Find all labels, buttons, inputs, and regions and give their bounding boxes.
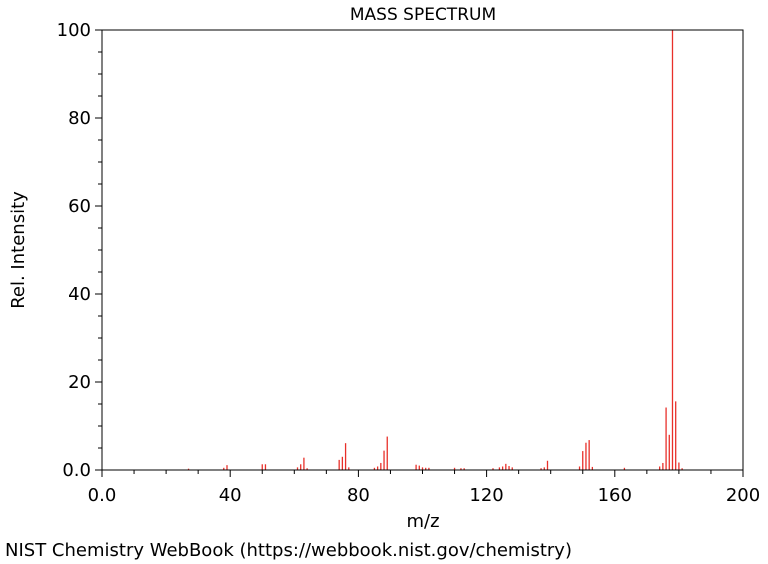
y-tick-label: 80 [68, 108, 91, 129]
x-tick-label: 160 [598, 485, 632, 506]
y-tick-label: 40 [68, 284, 91, 305]
x-tick-label: 80 [347, 485, 370, 506]
y-tick-label: 0.0 [62, 460, 91, 481]
spectrum-peaks [187, 30, 683, 470]
chart-title: MASS SPECTRUM [350, 5, 496, 25]
plot-frame [101, 29, 744, 471]
y-tick-label: 100 [57, 20, 91, 41]
x-tick-label: 120 [469, 485, 503, 506]
x-tick-label: 200 [726, 485, 760, 506]
axis-ticks: 0.0 40 80 120 160 200 0.0 20 40 60 80 100 [57, 20, 761, 506]
y-tick-label: 20 [68, 372, 91, 393]
x-axis-label: m/z [406, 511, 439, 532]
y-tick-label: 60 [68, 196, 91, 217]
source-credit: NIST Chemistry WebBook (https://webbook.… [5, 540, 572, 561]
mass-spectrum-chart: MASS SPECTRUM m/z Rel. Intensity 0.0 40 80… [8, 5, 761, 532]
x-tick-label: 40 [219, 485, 242, 506]
y-axis-label: Rel. Intensity [8, 191, 29, 309]
x-tick-label: 0.0 [88, 485, 117, 506]
